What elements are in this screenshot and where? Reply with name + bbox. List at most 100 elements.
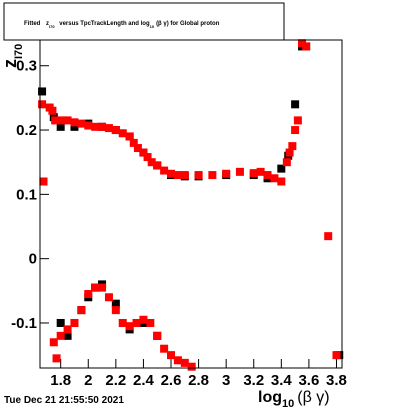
marker bbox=[180, 171, 189, 180]
marker bbox=[146, 318, 155, 327]
marker bbox=[235, 167, 244, 176]
x-label-part: log bbox=[258, 389, 282, 406]
marker bbox=[143, 153, 152, 162]
x-tick-label: 2.8 bbox=[188, 372, 209, 389]
timestamp: Tue Dec 21 21:55:50 2021 bbox=[4, 395, 124, 406]
marker bbox=[282, 158, 291, 167]
y-label-part: I70 bbox=[13, 44, 25, 59]
x-tick-label: 2.4 bbox=[133, 372, 155, 389]
x-tick-label: 3.4 bbox=[271, 372, 293, 389]
x-tick-label: 3 bbox=[222, 372, 230, 389]
marker bbox=[256, 167, 265, 176]
marker bbox=[129, 138, 138, 147]
marker bbox=[332, 351, 341, 360]
marker bbox=[111, 306, 120, 315]
marker bbox=[38, 87, 47, 96]
y-axis-label: zI70 bbox=[0, 44, 25, 68]
marker bbox=[270, 174, 279, 183]
title-part: Fitted bbox=[24, 21, 41, 27]
title-part: versus TpcTrackLength and log bbox=[59, 21, 150, 27]
marker bbox=[173, 356, 182, 365]
marker bbox=[49, 338, 58, 347]
marker bbox=[249, 169, 258, 178]
marker bbox=[160, 344, 169, 353]
marker bbox=[167, 351, 176, 360]
marker bbox=[324, 232, 333, 241]
marker bbox=[70, 118, 79, 127]
marker bbox=[63, 325, 72, 334]
marker bbox=[180, 358, 189, 367]
x-tick-label: 1.8 bbox=[50, 372, 71, 389]
marker bbox=[291, 100, 300, 109]
marker bbox=[133, 144, 142, 153]
marker bbox=[52, 354, 61, 363]
frame bbox=[39, 39, 343, 369]
marker bbox=[104, 124, 113, 133]
marker bbox=[194, 171, 203, 180]
marker bbox=[153, 331, 162, 340]
y-tick-label: 0.3 bbox=[16, 58, 37, 75]
title-part: (β γ) for Global proton bbox=[156, 21, 220, 27]
chart-title: Fitted zI70 versus TpcTrackLength and lo… bbox=[24, 21, 220, 30]
marker bbox=[118, 318, 127, 327]
x-axis-label: log10 (β γ) bbox=[258, 389, 330, 409]
x-label-part: (β γ) bbox=[297, 389, 329, 406]
marker bbox=[70, 318, 79, 327]
y-tick-label: -0.1 bbox=[11, 315, 37, 332]
marker bbox=[111, 299, 120, 308]
marker bbox=[104, 293, 113, 302]
marker bbox=[139, 148, 148, 157]
x-tick-label: 3.8 bbox=[326, 372, 347, 389]
marker bbox=[111, 126, 120, 135]
x-tick-label: 3.6 bbox=[298, 372, 319, 389]
marker bbox=[39, 177, 48, 186]
marker bbox=[277, 164, 286, 173]
marker bbox=[98, 283, 107, 292]
marker bbox=[118, 129, 127, 138]
marker bbox=[187, 362, 196, 371]
marker bbox=[63, 331, 72, 340]
marker bbox=[153, 161, 162, 170]
title-part: I70 bbox=[49, 24, 55, 29]
title-part: z bbox=[46, 21, 49, 27]
marker bbox=[263, 171, 272, 180]
y-tick-label: 0.2 bbox=[16, 122, 37, 139]
marker bbox=[56, 116, 65, 125]
marker bbox=[51, 116, 60, 125]
marker bbox=[277, 177, 286, 186]
marker bbox=[291, 126, 300, 135]
marker bbox=[293, 116, 302, 125]
marker bbox=[56, 318, 65, 327]
marker bbox=[167, 169, 176, 178]
marker bbox=[63, 116, 72, 125]
marker bbox=[288, 142, 297, 151]
marker bbox=[125, 322, 134, 331]
marker bbox=[56, 122, 65, 131]
marker bbox=[84, 121, 93, 130]
marker bbox=[56, 331, 65, 340]
marker bbox=[91, 283, 100, 292]
marker bbox=[147, 158, 156, 167]
marker bbox=[298, 39, 307, 48]
x-label-part: 10 bbox=[282, 398, 294, 409]
marker bbox=[173, 171, 182, 180]
marker bbox=[285, 148, 294, 157]
marker bbox=[91, 122, 100, 131]
title-box bbox=[3, 2, 285, 41]
x-tick-label: 2 bbox=[84, 372, 92, 389]
marker bbox=[48, 106, 57, 115]
x-tick-label: 2.6 bbox=[161, 372, 182, 389]
marker bbox=[70, 122, 79, 131]
marker bbox=[77, 119, 86, 128]
marker bbox=[160, 166, 169, 175]
marker bbox=[302, 42, 311, 51]
x-tick-label: 3.2 bbox=[243, 372, 264, 389]
y-tick-label: 0.1 bbox=[16, 186, 37, 203]
x-tick-label: 2.2 bbox=[105, 372, 126, 389]
marker bbox=[125, 132, 134, 141]
marker bbox=[84, 290, 93, 299]
marker bbox=[38, 100, 47, 109]
y-tick-label: 0 bbox=[29, 251, 37, 268]
